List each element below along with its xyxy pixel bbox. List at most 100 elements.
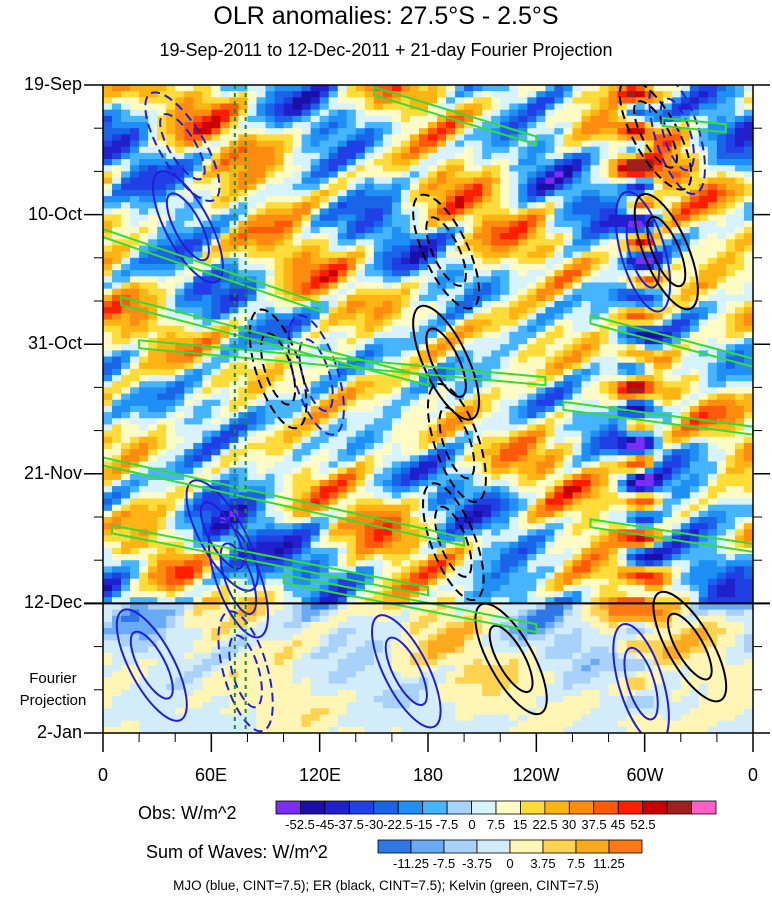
field-cell [455, 498, 465, 506]
field-cell [310, 473, 321, 481]
field-cell [644, 140, 655, 148]
field-cell [130, 412, 140, 419]
field-cell [554, 251, 565, 259]
field-cell [391, 362, 402, 370]
field-cell [247, 97, 258, 105]
field-cell [364, 189, 375, 197]
field-cell [455, 405, 465, 413]
field-cell [364, 251, 375, 259]
field-cell [680, 301, 691, 308]
field-cell [608, 85, 619, 92]
field-cell [121, 362, 131, 370]
field-cell [175, 461, 185, 469]
field-cell [572, 418, 583, 426]
field-cell [437, 226, 447, 234]
field-cell [608, 424, 619, 432]
field-cell [572, 97, 583, 105]
field-cell [265, 467, 276, 475]
field-cell [166, 294, 176, 302]
field-cell [157, 263, 167, 271]
field-cell [518, 405, 528, 413]
field-cell [482, 288, 492, 296]
field-cell [130, 202, 140, 210]
field-cell [346, 276, 357, 284]
field-cell [536, 467, 546, 475]
field-cell [301, 270, 312, 277]
field-cell [518, 362, 528, 370]
field-cell [409, 140, 420, 148]
field-cell [635, 399, 646, 407]
field-cell [310, 276, 321, 284]
field-cell [409, 350, 420, 358]
field-cell [509, 140, 519, 148]
field-cell [545, 91, 555, 98]
field-cell [400, 436, 411, 444]
field-cell [130, 97, 140, 105]
field-cell [725, 239, 736, 247]
field-cell [680, 424, 691, 432]
field-cell [355, 331, 366, 339]
field-cell [175, 220, 185, 228]
field-cell [644, 288, 655, 296]
field-cell [103, 436, 113, 444]
field-cell [671, 467, 682, 475]
field-cell [716, 245, 727, 253]
field-cell [148, 97, 158, 105]
field-cell [301, 134, 312, 142]
field-cell [518, 344, 528, 351]
field-cell [680, 85, 691, 92]
field-cell [346, 146, 357, 154]
field-cell [310, 313, 321, 321]
field-cell [409, 313, 420, 321]
field-cell [310, 510, 321, 518]
field-cell [265, 313, 276, 321]
field-cell [644, 165, 655, 172]
field-cell [202, 226, 212, 234]
field-cell [644, 449, 655, 456]
field-cell [382, 177, 393, 185]
field-cell [148, 424, 158, 432]
field-cell [346, 442, 357, 450]
field-cell [572, 282, 583, 290]
field-cell [599, 91, 610, 98]
field-cell [373, 171, 384, 179]
field-cell [734, 504, 745, 512]
field-cell [554, 91, 565, 98]
field-cell [482, 146, 492, 154]
field-cell [175, 338, 185, 345]
field-cell [157, 159, 167, 166]
field-cell [337, 344, 348, 351]
field-cell [364, 504, 375, 512]
field-cell [509, 412, 519, 419]
field-cell [446, 412, 456, 419]
field-cell [662, 461, 673, 469]
field-cell [247, 257, 258, 265]
field-cell [482, 226, 492, 234]
field-cell [473, 412, 483, 419]
field-cell [509, 115, 519, 123]
field-cell [563, 387, 574, 395]
field-cell [373, 319, 384, 327]
field-cell [671, 455, 682, 463]
field-cell [382, 97, 393, 105]
field-cell [274, 368, 285, 376]
field-cell [473, 245, 483, 253]
field-cell [617, 412, 628, 419]
field-cell [103, 177, 113, 185]
field-cell [193, 449, 203, 456]
field-cell [482, 140, 492, 148]
field-cell [103, 85, 113, 92]
field-cell [112, 498, 122, 506]
field-cell [545, 183, 555, 191]
field-cell [211, 270, 221, 277]
field-cell [247, 251, 258, 259]
field-cell [554, 183, 565, 191]
field-cell [617, 486, 628, 493]
field-cell [112, 424, 122, 432]
field-cell [184, 375, 194, 382]
field-cell [283, 461, 294, 469]
field-cell [337, 313, 348, 321]
field-cell [662, 325, 673, 333]
field-cell [635, 263, 646, 271]
field-cell [716, 455, 727, 463]
